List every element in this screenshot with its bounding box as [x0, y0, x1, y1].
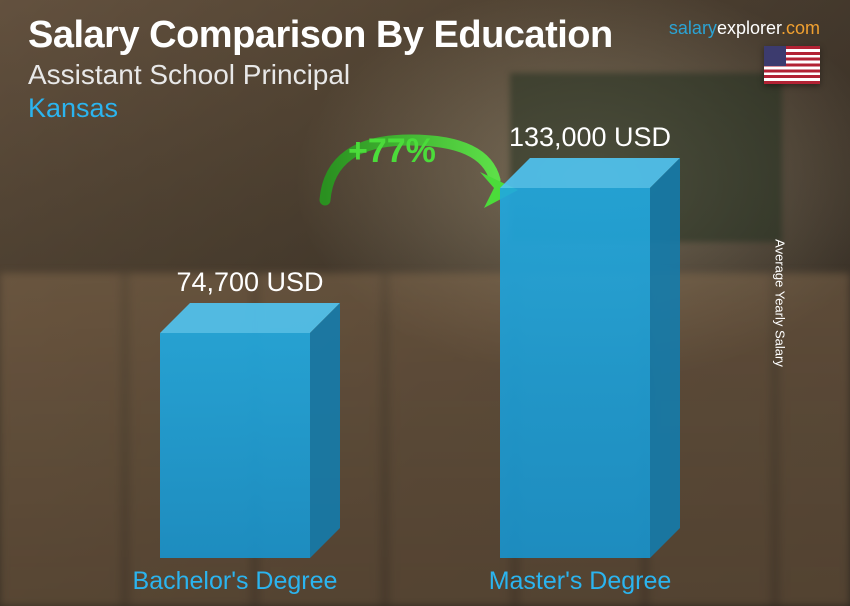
- bar-value-label: 133,000 USD: [480, 122, 700, 153]
- category-label-masters: Master's Degree: [440, 567, 720, 596]
- infographic-container: Salary Comparison By Education Assistant…: [0, 0, 850, 606]
- brand-part-3: .com: [781, 18, 820, 38]
- bar-front-face: [500, 188, 650, 558]
- x-axis-labels: Bachelor's Degree Master's Degree: [0, 562, 850, 596]
- category-label-bachelors: Bachelor's Degree: [95, 567, 375, 596]
- brand-part-2: explorer: [717, 18, 781, 38]
- bar-side-face: [650, 158, 680, 558]
- flag-icon: [764, 46, 820, 84]
- bar-chart: 74,700 USD 133,000 USD: [0, 164, 850, 558]
- bar-front-face: [160, 333, 310, 558]
- brand-label: salaryexplorer.com: [669, 18, 820, 39]
- chart-location: Kansas: [28, 93, 822, 124]
- brand-part-1: salary: [669, 18, 717, 38]
- bar-side-face: [310, 303, 340, 558]
- chart-subtitle: Assistant School Principal: [28, 59, 822, 91]
- bar-value-label: 74,700 USD: [140, 267, 360, 298]
